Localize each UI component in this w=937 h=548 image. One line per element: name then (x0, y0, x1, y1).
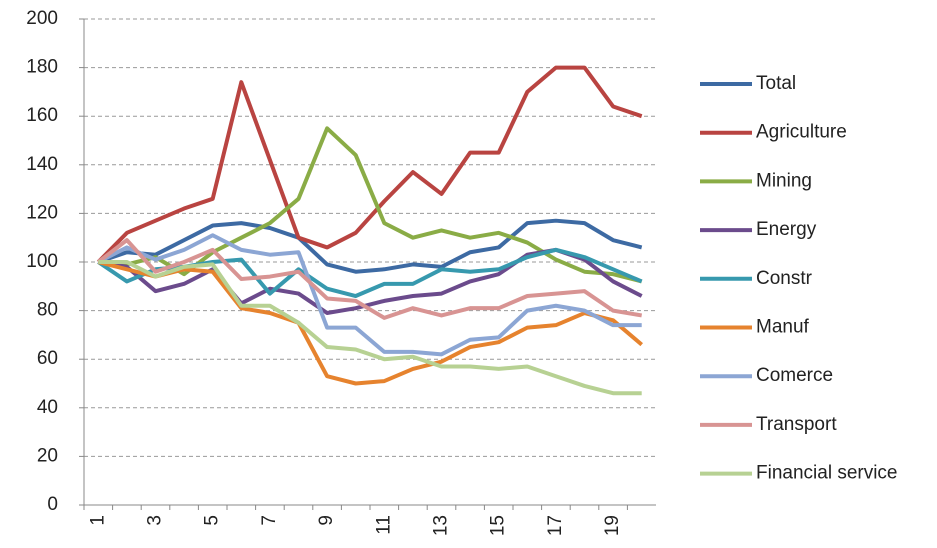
x-tick-label: 7 (259, 515, 280, 526)
series-line (97, 238, 643, 320)
series-line (97, 260, 643, 386)
x-tick-label: 9 (316, 515, 337, 526)
x-tick-label: 5 (202, 515, 223, 526)
y-tick-label: 100 (26, 251, 58, 272)
y-tick-label: 20 (37, 445, 58, 466)
series-line (97, 218, 643, 274)
series-line (98, 260, 642, 396)
y-tick-label: 200 (26, 8, 58, 29)
x-tick-label: 1 (87, 515, 108, 526)
y-tick-label: 60 (37, 348, 58, 369)
x-tick-label: 15 (488, 515, 509, 536)
x-tick-label: 11 (373, 515, 394, 535)
x-tick-label: 17 (545, 515, 566, 536)
series-line (96, 65, 643, 264)
x-tick-label: 3 (145, 515, 166, 526)
x-tick-label: 19 (602, 515, 623, 536)
y-tick-label: 160 (26, 105, 58, 126)
y-tick-label: 180 (26, 57, 58, 78)
legend-label: Transport (756, 414, 837, 435)
legend-label: Comerce (756, 365, 833, 386)
legend-label: Constr (756, 268, 813, 289)
series-line (98, 126, 643, 284)
legend-label: Mining (756, 170, 812, 191)
legend-label: Agriculture (756, 122, 847, 143)
legend-label: Energy (756, 219, 817, 240)
series-line (97, 233, 642, 357)
y-tick-label: 0 (47, 494, 58, 515)
legend-label: Financial service (756, 463, 898, 484)
legend-label: Total (756, 73, 796, 94)
y-tick-label: 140 (26, 154, 58, 175)
y-tick-label: 120 (26, 202, 58, 223)
y-tick-label: 80 (37, 300, 58, 321)
y-tick-label: 40 (37, 397, 58, 418)
legend-label: Manuf (756, 317, 810, 338)
x-tick-label: 13 (431, 515, 452, 536)
